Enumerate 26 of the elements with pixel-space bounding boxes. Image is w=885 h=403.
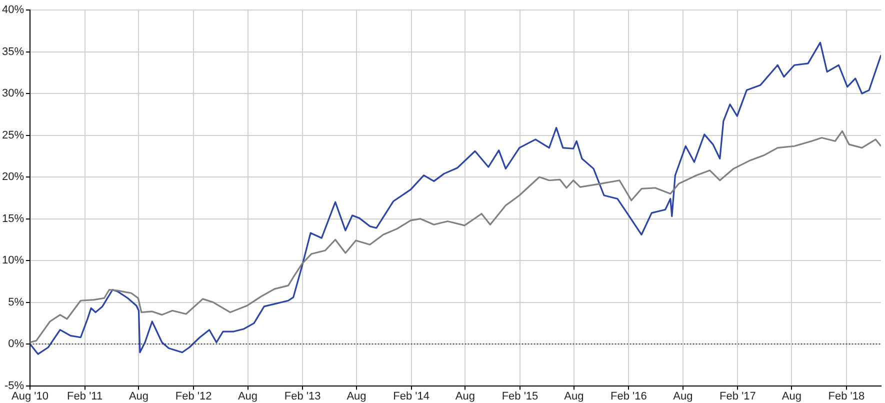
x-tick-label: Aug [128, 390, 149, 402]
x-tick-label: Feb '18 [828, 390, 865, 402]
x-tick-label: Feb '16 [610, 390, 647, 402]
y-tick-label: 10% [2, 254, 24, 267]
x-tick-label: Aug [673, 390, 693, 402]
y-tick-label: -5% [4, 380, 24, 392]
y-tick-label: 5% [8, 296, 24, 308]
y-tick-label: 0% [8, 338, 24, 350]
x-tick-label: Feb '12 [175, 390, 212, 402]
y-tick-label: 30% [2, 88, 24, 100]
x-tick-label: Feb '13 [284, 390, 321, 402]
x-tick-label: Aug '10 [12, 390, 48, 402]
x-tick-label: Aug [346, 390, 366, 402]
x-tick-label: Aug [564, 390, 584, 402]
y-tick-label: 25% [2, 129, 24, 142]
y-tick-label: 15% [2, 212, 24, 225]
x-tick-label: Feb '14 [393, 390, 430, 402]
x-tick-label: Feb '11 [67, 390, 103, 402]
x-tick-label: Aug [782, 390, 802, 402]
y-tick-label: 35% [2, 46, 24, 58]
x-tick-label: Feb '15 [502, 390, 538, 402]
x-tick-label: Aug [455, 390, 475, 402]
y-tick-label: 40% [2, 4, 24, 16]
x-tick-label: Aug [238, 390, 258, 402]
y-tick-label: 20% [2, 171, 24, 184]
x-tick-label: Feb '17 [720, 390, 756, 402]
